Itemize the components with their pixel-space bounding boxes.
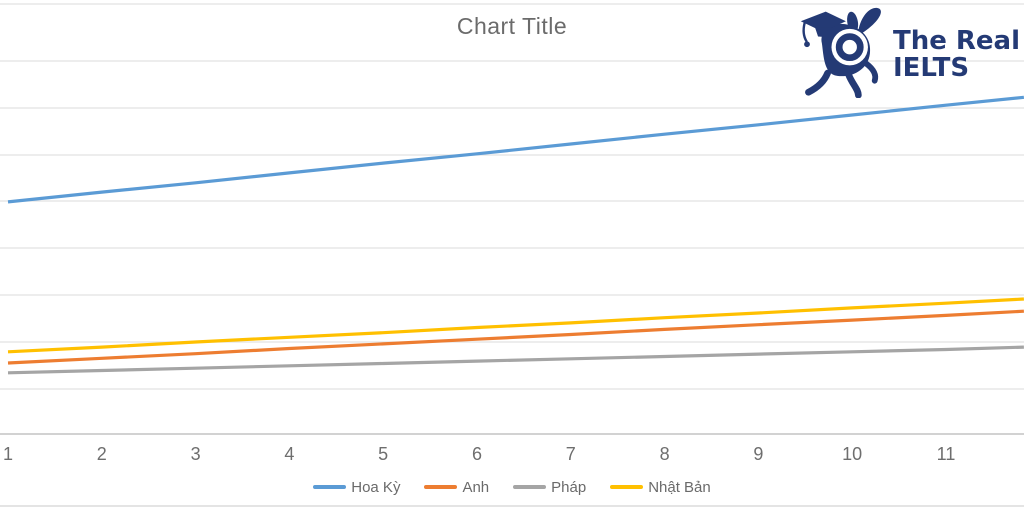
legend-line-swatch-orange	[424, 485, 458, 489]
legend-label: Nhật Bản	[648, 478, 711, 496]
legend-label: Hoa Kỳ	[351, 478, 401, 496]
legend-label: Pháp	[551, 478, 587, 496]
logo-line1: The Real	[892, 26, 1020, 56]
logo-text: The Real IELTS	[893, 28, 1020, 81]
bottom-divider	[0, 505, 1024, 507]
legend-item-hoa-ky: Hoa Kỳ	[313, 479, 400, 496]
legend-item-nhat-ban: Nhật Bản	[610, 479, 711, 496]
legend-item-phap: Pháp	[513, 479, 586, 496]
series-line-Pháp	[7, 345, 1024, 375]
legend-line-swatch-yellow	[610, 485, 644, 489]
chart-title: Chart Title	[456, 13, 568, 39]
the-real-ielts-logo: The Real IELTS	[795, 2, 1020, 98]
legend-line-swatch-blue	[313, 485, 347, 489]
rabbit-graduation-cap-mascot-icon	[800, 7, 881, 98]
legend-line-swatch-gray	[513, 485, 547, 489]
series-line-Nhật Bản	[7, 297, 1024, 354]
series-line-Hoa Kỳ	[7, 95, 1024, 204]
chart-legend: Hoa Kỳ Anh Pháp Nhật Bản	[0, 477, 1024, 497]
legend-label: Anh	[462, 478, 490, 496]
legend-item-anh: Anh	[424, 479, 489, 496]
series-line-Anh	[7, 309, 1024, 365]
logo-line2: IELTS	[892, 52, 970, 83]
